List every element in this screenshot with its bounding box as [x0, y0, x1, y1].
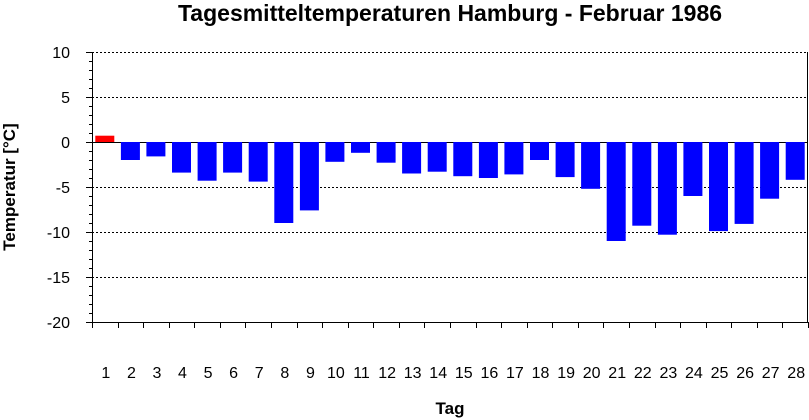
bar: [760, 142, 780, 199]
y-tick-label: -10: [47, 225, 70, 242]
axes: [86, 52, 809, 328]
x-tick-label: 4: [178, 365, 187, 382]
bar: [478, 142, 498, 178]
bar: [632, 142, 652, 226]
bar: [785, 142, 805, 180]
x-tick-label: 10: [327, 365, 345, 382]
bar: [248, 142, 268, 182]
x-axis-label: Tag: [436, 399, 465, 418]
x-tick-labels: 1 2 3 4 5 6 7 8 9 10 11 12 13 14 15 16 17 18 19 20 21 22 23 24 2…: [101, 365, 805, 382]
x-tick-label: 16: [481, 365, 499, 382]
bar: [197, 142, 217, 181]
x-tick-label: 22: [634, 365, 652, 382]
x-tick-label: 20: [583, 365, 601, 382]
y-tick-label: 5: [61, 90, 70, 107]
bar: [581, 142, 601, 189]
bar: [402, 142, 422, 174]
bar: [555, 142, 575, 178]
x-tick-label: 11: [353, 365, 370, 382]
x-tick-label: 28: [787, 365, 805, 382]
y-tick-label: -20: [47, 315, 70, 332]
x-tick-label: 15: [455, 365, 473, 382]
x-tick-label: 26: [736, 365, 754, 382]
x-tick-label: 7: [255, 365, 264, 382]
x-tick-label: 2: [127, 365, 136, 382]
x-tick-label: 25: [711, 365, 729, 382]
x-tick-label: 24: [685, 365, 703, 382]
y-tick-label: -15: [47, 270, 70, 287]
bar: [709, 142, 728, 232]
x-tick-label: 27: [762, 365, 780, 382]
x-tick-label: 19: [557, 365, 575, 382]
y-tick-label: 0: [61, 135, 70, 152]
bar: [325, 142, 345, 162]
bars: [95, 135, 805, 241]
bar: [351, 142, 370, 153]
x-tick-label: 18: [532, 365, 550, 382]
bar: [427, 142, 447, 172]
bar: [223, 142, 243, 173]
bar: [376, 142, 396, 163]
chart-title: Tagesmitteltemperaturen Hamburg - Februa…: [178, 0, 722, 26]
y-tick-label: -5: [56, 180, 70, 197]
x-tick-label: 14: [429, 365, 447, 382]
x-tick-label: 17: [506, 365, 524, 382]
x-tick-label: 12: [378, 365, 396, 382]
x-tick-label: 13: [404, 365, 422, 382]
bar: [172, 142, 191, 173]
bar: [299, 142, 319, 211]
y-axis-label: Temperatur [°C]: [0, 123, 19, 250]
bar: [734, 142, 754, 224]
x-tick-label: 23: [660, 365, 678, 382]
x-tick-label: 6: [229, 365, 238, 382]
x-tick-label: 5: [204, 365, 213, 382]
bar: [657, 142, 677, 235]
bar: [683, 142, 703, 196]
y-tick-label: 10: [52, 45, 70, 62]
x-tick-label: 8: [280, 365, 289, 382]
bar: [274, 142, 294, 223]
bar: [530, 142, 549, 160]
bar: [606, 142, 626, 241]
bar: [504, 142, 524, 175]
x-tick-label: 1: [101, 365, 110, 382]
bar: [146, 142, 166, 157]
x-tick-label: 21: [608, 365, 626, 382]
y-tick-labels: 10 5 0 -5 -10 -15 -20: [47, 45, 70, 332]
bar: [120, 142, 140, 160]
x-tick-label: 3: [152, 365, 161, 382]
bar: [453, 142, 473, 177]
bar: [95, 135, 115, 142]
x-tick-label: 9: [306, 365, 315, 382]
